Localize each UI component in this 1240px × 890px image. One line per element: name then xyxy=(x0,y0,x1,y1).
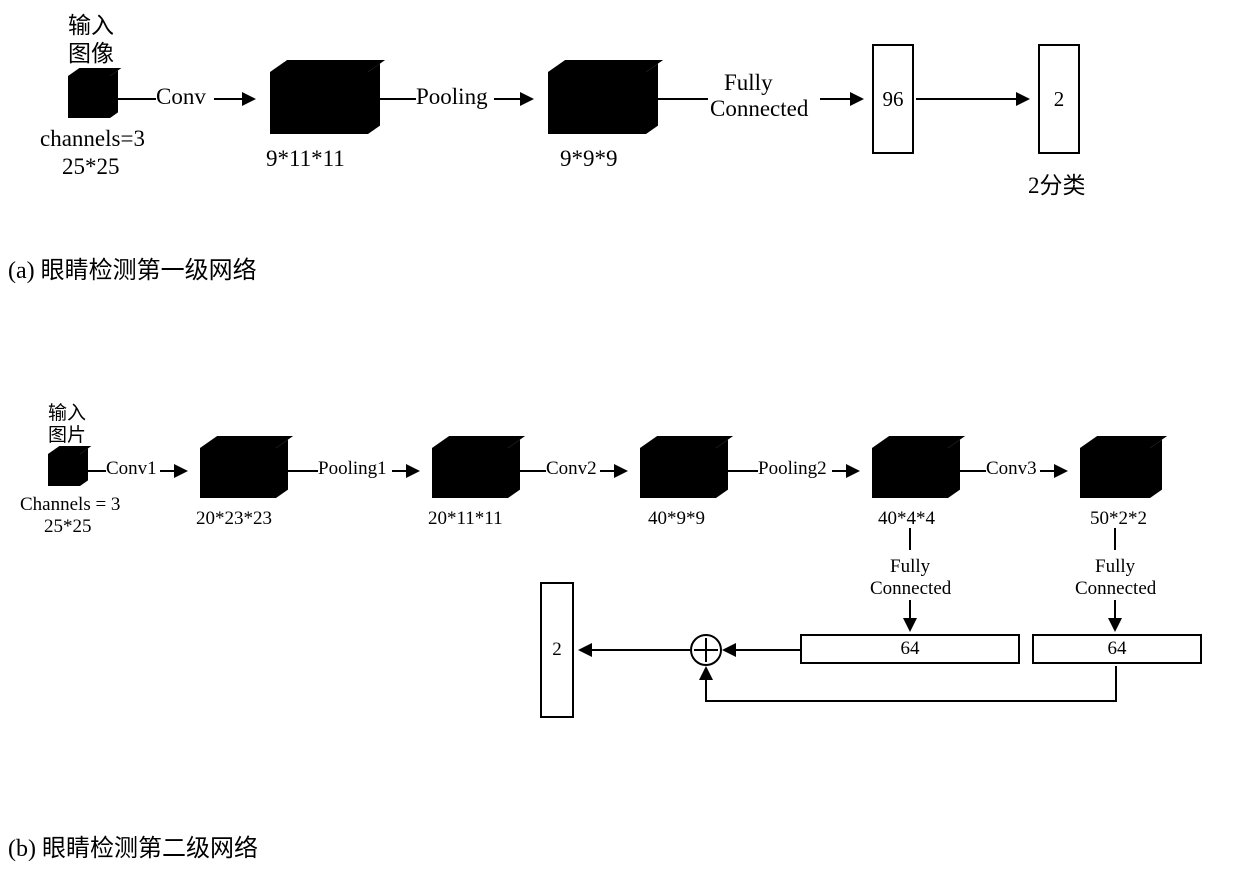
b-fc5-1: Fully xyxy=(1095,556,1135,578)
a-layer2-block xyxy=(548,72,646,134)
b-arrow-fc4-plus xyxy=(722,643,736,657)
b-fc-val-4: 64 xyxy=(901,638,920,660)
a-arrow-2 xyxy=(520,92,534,106)
b-fc-rect-5: 64 xyxy=(1032,634,1202,664)
a-input-size: 25*25 xyxy=(62,154,120,180)
b-op4: Pooling2 xyxy=(758,458,827,480)
a-arrow-3 xyxy=(850,92,864,106)
a-op3-2: Connected xyxy=(710,96,808,122)
a-line-2b xyxy=(494,98,520,100)
b-branch4-v2 xyxy=(909,600,911,618)
b-line-1 xyxy=(88,470,106,472)
b-input-size: 25*25 xyxy=(44,516,92,538)
b-branch4-arrow xyxy=(903,618,917,632)
b-out: 2 xyxy=(552,639,562,661)
a-layer1: 9*11*11 xyxy=(266,146,345,172)
a-op2: Pooling xyxy=(416,84,488,110)
b-layer4: 40*4*4 xyxy=(878,508,935,530)
b-line-5 xyxy=(960,470,986,472)
b-path5-arrow xyxy=(699,666,713,680)
a-fc2-rect: 2 xyxy=(1038,44,1080,154)
b-arrow-2 xyxy=(406,464,420,478)
b-line-4 xyxy=(728,470,758,472)
a-layer1-block xyxy=(270,72,368,134)
b-layer3: 40*9*9 xyxy=(648,508,705,530)
b-line-fc4-plus xyxy=(736,649,800,651)
diagram-container: 输入 图像 channels=3 25*25 Conv 9*11*11 Pool… xyxy=(0,0,1240,890)
b-branch4-v1 xyxy=(909,528,911,550)
b-op3: Conv2 xyxy=(546,458,597,480)
a-layer2: 9*9*9 xyxy=(560,146,618,172)
a-input-channels: channels=3 xyxy=(40,126,145,152)
b-layer2: 20*11*11 xyxy=(428,508,503,530)
a-fc2: 2 xyxy=(1054,87,1065,112)
a-input-block xyxy=(68,76,110,118)
b-layer2-block xyxy=(432,448,508,498)
b-path5-v xyxy=(1115,666,1117,702)
b-branch5-v2 xyxy=(1114,600,1116,618)
b-layer5: 50*2*2 xyxy=(1090,508,1147,530)
b-fc-rect-4: 64 xyxy=(800,634,1020,664)
a-input-title-2: 图像 xyxy=(68,34,114,68)
b-layer3-block xyxy=(640,448,716,498)
a-line-4 xyxy=(916,98,1016,100)
a-caption: (a) 眼睛检测第一级网络 xyxy=(8,250,257,285)
b-input-block xyxy=(48,454,80,486)
b-line-4b xyxy=(832,470,846,472)
a-line-1b xyxy=(214,98,242,100)
a-line-2 xyxy=(380,98,416,100)
b-arrow-3 xyxy=(614,464,628,478)
b-fc4-2: Connected xyxy=(870,578,951,600)
a-line-1 xyxy=(118,98,156,100)
b-line-1b xyxy=(160,470,174,472)
b-out-rect: 2 xyxy=(540,582,574,718)
b-path5-h xyxy=(705,700,1117,702)
a-op1: Conv xyxy=(156,84,206,110)
b-input-channels: Channels = 3 xyxy=(20,494,120,516)
b-fc5-2: Connected xyxy=(1075,578,1156,600)
b-layer1-block xyxy=(200,448,276,498)
b-fc4-1: Fully xyxy=(890,556,930,578)
b-path5-v2 xyxy=(705,680,707,702)
b-line-5b xyxy=(1040,470,1054,472)
b-layer5-block xyxy=(1080,448,1150,498)
b-line-3b xyxy=(600,470,614,472)
a-op3-1: Fully xyxy=(724,70,773,96)
b-line-2b xyxy=(392,470,406,472)
a-fc1-rect: 96 xyxy=(872,44,914,154)
b-layer4-block xyxy=(872,448,948,498)
b-branch5-v1 xyxy=(1114,528,1116,550)
b-op5: Conv3 xyxy=(986,458,1037,480)
b-line-3 xyxy=(520,470,546,472)
b-arrow-5 xyxy=(1054,464,1068,478)
b-op1: Conv1 xyxy=(106,458,157,480)
b-line-plus-out xyxy=(592,649,690,651)
b-plus-icon xyxy=(690,634,722,666)
b-caption: (b) 眼睛检测第二级网络 xyxy=(8,828,258,863)
b-layer1: 20*23*23 xyxy=(196,508,272,530)
b-arrow-4 xyxy=(846,464,860,478)
a-line-3 xyxy=(658,98,708,100)
b-op2: Pooling1 xyxy=(318,458,387,480)
b-line-2 xyxy=(288,470,318,472)
a-line-3b xyxy=(820,98,850,100)
a-arrow-4 xyxy=(1016,92,1030,106)
a-out-label: 2分类 xyxy=(1028,166,1086,200)
a-fc1: 96 xyxy=(883,87,904,112)
b-fc-val-5: 64 xyxy=(1108,638,1127,660)
a-arrow-1 xyxy=(242,92,256,106)
b-arrow-1 xyxy=(174,464,188,478)
b-branch5-arrow xyxy=(1108,618,1122,632)
b-input-title-2: 图片 xyxy=(48,420,86,447)
b-arrow-plus-out xyxy=(578,643,592,657)
